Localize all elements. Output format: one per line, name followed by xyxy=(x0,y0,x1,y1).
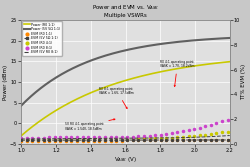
Text: 5V R0 4:1 operating point
VASK = 1.54V, 18.5dBm: 5V R0 4:1 operating point VASK = 1.54V, … xyxy=(65,119,115,130)
Y-axis label: Power (dBm): Power (dBm) xyxy=(4,64,8,100)
Y-axis label: TT% EVM (%): TT% EVM (%) xyxy=(242,64,246,100)
Title: Power and EVM vs. V$_{ASK}$
Multiple VSWRs: Power and EVM vs. V$_{ASK}$ Multiple VSW… xyxy=(92,4,159,18)
Text: R0 8:1 operating point
VASK = 1.6V, 17.5dBm: R0 8:1 operating point VASK = 1.6V, 17.5… xyxy=(100,87,134,109)
Text: R0 4:1 operating point
VASK = 1.7V, 18.2dBm: R0 4:1 operating point VASK = 1.7V, 18.2… xyxy=(160,60,195,87)
Legend: Power (R0 1:1), Power (5V 5Ω 1:1), EVM (R0 1:1), EVM (5V 5Ω 1:1), EVM (R0 4:1), : Power (R0 1:1), Power (5V 5Ω 1:1), EVM (… xyxy=(22,21,62,56)
X-axis label: V$_{ASK}$ (V): V$_{ASK}$ (V) xyxy=(114,154,137,163)
